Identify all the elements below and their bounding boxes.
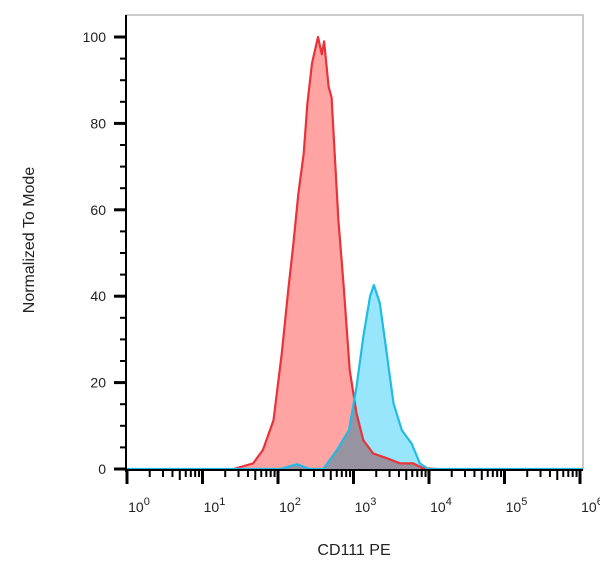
y-tick-label: 60 — [90, 202, 106, 218]
x-tick-label: 100 — [128, 496, 150, 515]
y-tick-label: 80 — [90, 115, 106, 131]
x-tick-label: 101 — [204, 496, 226, 515]
x-axis-title: CD111 PE — [317, 542, 390, 559]
x-tick-label: 106 — [581, 496, 600, 515]
x-tick-label: 104 — [430, 496, 452, 515]
y-tick-label: 0 — [98, 461, 106, 477]
y-tick-label: 20 — [90, 375, 106, 391]
series-0-line — [233, 35, 437, 471]
series-0-area — [233, 37, 437, 469]
y-tick-label: 100 — [83, 29, 107, 45]
y-axis-title: Normalized To Mode — [21, 167, 38, 314]
series-layer — [127, 35, 583, 471]
y-tick-label: 40 — [90, 288, 106, 304]
x-tick-label: 102 — [279, 496, 301, 515]
axes-layer: 0 20 40 60 80 100 100 101 102 103 104 105 106 — [83, 15, 600, 515]
x-tick-label: 105 — [506, 496, 528, 515]
series-1-area — [127, 285, 583, 469]
x-tick-label: 103 — [355, 496, 377, 515]
